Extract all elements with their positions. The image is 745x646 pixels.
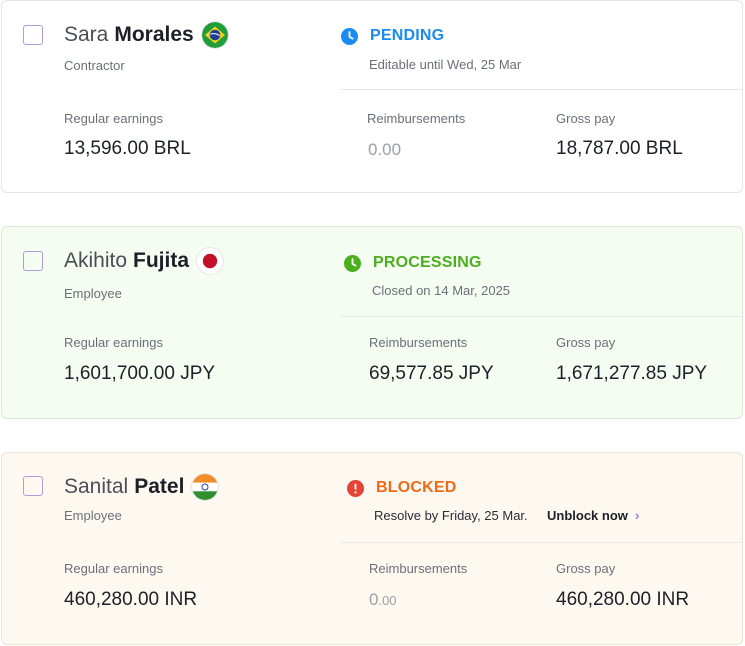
status-label: PENDING xyxy=(370,27,445,44)
employee-role: Contractor xyxy=(64,58,125,73)
clock-icon xyxy=(341,27,358,45)
last-name: Morales xyxy=(114,23,194,46)
last-name: Patel xyxy=(134,475,185,498)
employee-name: Akihito Fujita xyxy=(64,248,224,274)
reimbursements-value: 0.00 xyxy=(368,140,402,159)
reimbursements-value-decimal: .00 xyxy=(378,593,397,608)
select-checkbox[interactable] xyxy=(23,251,43,271)
first-name: Sanital xyxy=(64,475,129,498)
status: PENDING xyxy=(341,27,444,45)
first-name: Sara xyxy=(64,23,109,46)
payroll-card: Akihito Fujita Employee PROCESSING Close… xyxy=(1,226,743,419)
gross-pay-value: 460,280.00 INR xyxy=(556,589,690,610)
status-detail: Editable until Wed, 25 Mar xyxy=(369,57,522,72)
employee-name: Sanital Patel xyxy=(64,474,219,500)
reimbursements-value-int: 0 xyxy=(369,590,379,609)
reimbursements-label: Reimbursements xyxy=(369,335,468,350)
gross-pay-label: Gross pay xyxy=(556,111,616,126)
status: PROCESSING xyxy=(344,254,482,272)
india-flag-icon xyxy=(192,474,219,500)
regular-earnings-value: 460,280.00 INR xyxy=(64,589,198,610)
regular-earnings-value: 13,596.00 BRL xyxy=(64,138,191,159)
first-name: Akihito xyxy=(64,249,128,272)
regular-earnings-label: Regular earnings xyxy=(64,111,164,126)
gross-pay-value: 1,671,277.85 JPY xyxy=(556,363,708,384)
brazil-flag-icon xyxy=(201,22,228,48)
reimbursements-value: 69,577.85 JPY xyxy=(369,363,494,384)
regular-earnings-label: Regular earnings xyxy=(64,335,164,350)
employee-name: Sara Morales xyxy=(64,22,228,48)
status-label: BLOCKED xyxy=(376,479,457,496)
exclamation-icon xyxy=(347,479,364,497)
employee-role: Employee xyxy=(64,508,122,523)
unblock-now-link[interactable]: Unblock now › xyxy=(547,507,640,523)
payroll-card: Sara Morales Contractor PENDING Editable… xyxy=(1,0,743,193)
regular-earnings-value: 1,601,700.00 JPY xyxy=(64,363,216,384)
employee-role: Employee xyxy=(64,286,122,301)
select-checkbox[interactable] xyxy=(23,476,43,496)
chevron-right-icon: › xyxy=(634,507,640,523)
gross-pay-label: Gross pay xyxy=(556,335,616,350)
japan-flag-icon xyxy=(197,248,224,274)
divider xyxy=(341,316,742,317)
reimbursements-value: 0.00 xyxy=(369,590,397,610)
divider xyxy=(341,542,742,543)
status-detail: Closed on 14 Mar, 2025 xyxy=(372,283,511,298)
payroll-card: Sanital Patel Employee BLOCKED R xyxy=(1,452,743,645)
unblock-now-label: Unblock now xyxy=(547,507,628,523)
regular-earnings-label: Regular earnings xyxy=(64,561,164,576)
reimbursements-label: Reimbursements xyxy=(367,111,466,126)
divider xyxy=(341,89,742,90)
status-detail: Resolve by Friday, 25 Mar. xyxy=(374,508,528,523)
reimbursements-label: Reimbursements xyxy=(369,561,468,576)
status-label: PROCESSING xyxy=(373,254,482,271)
gross-pay-value: 18,787.00 BRL xyxy=(556,138,683,159)
status: BLOCKED xyxy=(347,479,457,497)
select-checkbox[interactable] xyxy=(23,25,43,45)
clock-icon xyxy=(344,254,361,272)
gross-pay-label: Gross pay xyxy=(556,561,616,576)
last-name: Fujita xyxy=(133,249,190,272)
